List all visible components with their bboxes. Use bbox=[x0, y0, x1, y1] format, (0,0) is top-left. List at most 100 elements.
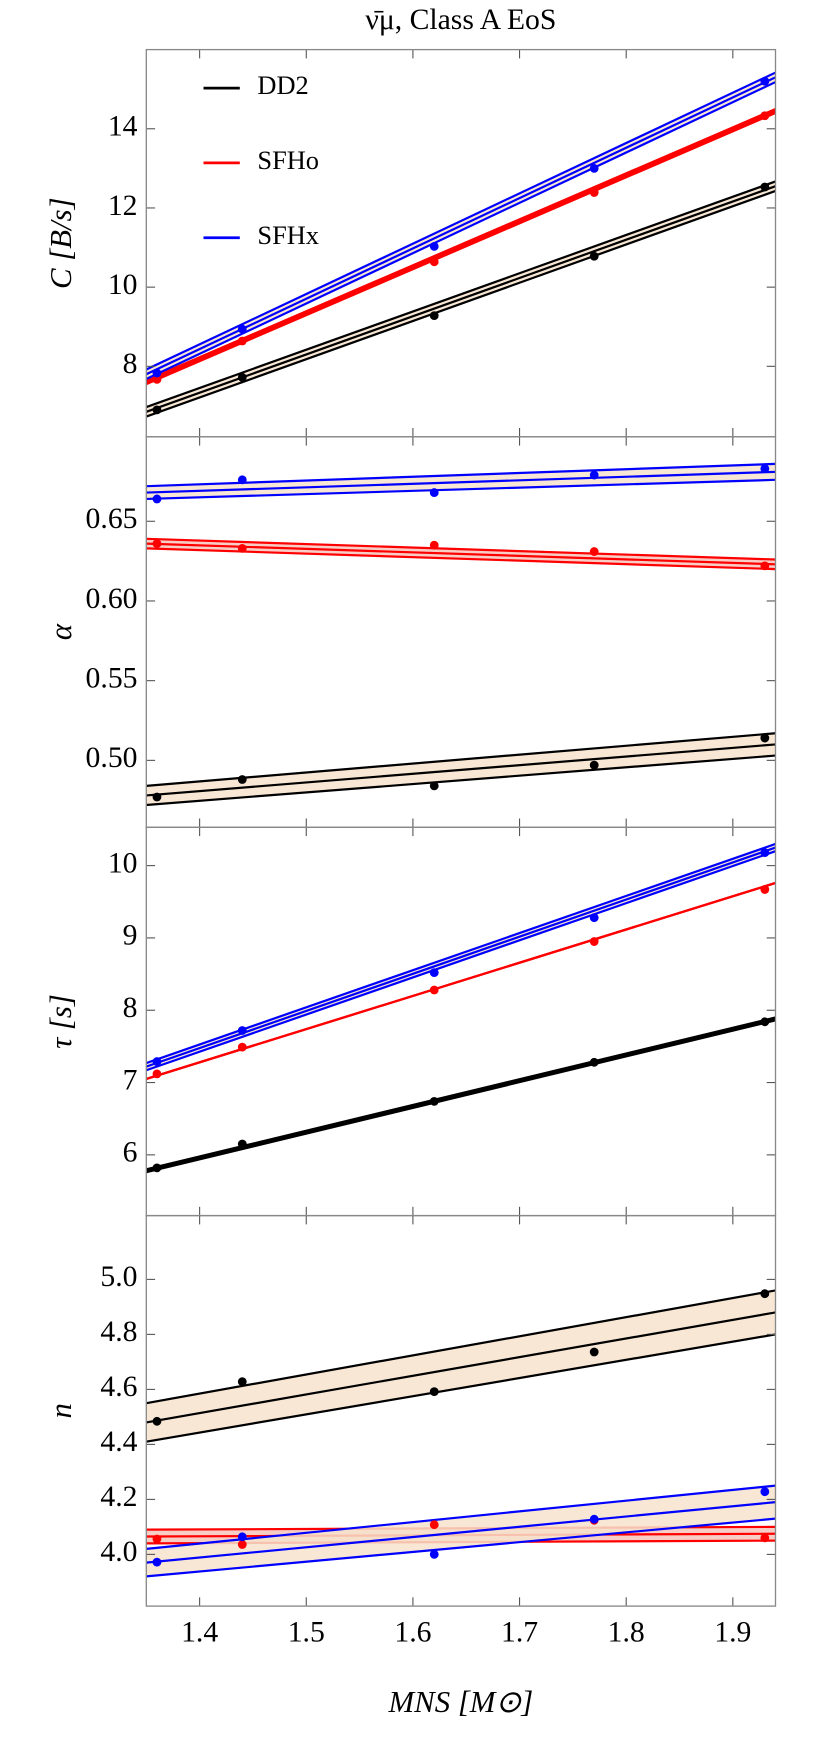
fit-band-edge bbox=[146, 189, 776, 418]
plot-area bbox=[146, 842, 776, 1174]
data-point bbox=[760, 182, 770, 192]
x-tick-label: 1.8 bbox=[608, 1617, 645, 1649]
fit-band-edge bbox=[146, 754, 776, 807]
data-point bbox=[152, 1069, 162, 1079]
data-point bbox=[237, 475, 247, 485]
data-point bbox=[760, 1533, 770, 1543]
y-tick-label: 0.65 bbox=[86, 503, 138, 535]
data-point bbox=[429, 968, 439, 978]
fit-band-edge bbox=[146, 107, 776, 382]
data-point bbox=[760, 848, 770, 858]
data-point bbox=[429, 488, 439, 497]
data-point bbox=[152, 1416, 162, 1426]
fit-line bbox=[146, 470, 776, 494]
plot-area bbox=[146, 462, 776, 807]
fit-band-edge bbox=[146, 1484, 776, 1550]
data-point bbox=[760, 885, 770, 894]
fit-band-edge bbox=[146, 732, 776, 787]
fit-line bbox=[146, 881, 776, 1080]
data-point bbox=[237, 1026, 247, 1035]
plot-frame bbox=[145, 826, 777, 1217]
data-point bbox=[760, 1487, 770, 1497]
data-point bbox=[589, 470, 599, 480]
fit-line bbox=[146, 1311, 776, 1424]
fit-line bbox=[146, 185, 776, 413]
data-point bbox=[152, 374, 162, 384]
data-point bbox=[152, 792, 162, 802]
data-point bbox=[429, 1550, 439, 1559]
fit-band-edge bbox=[146, 1517, 776, 1578]
y-tick-label: 4.4 bbox=[100, 1426, 137, 1458]
data-point bbox=[237, 543, 247, 553]
fit-band-edge bbox=[146, 71, 776, 371]
y-axis-label: n bbox=[44, 1403, 78, 1418]
data-point bbox=[589, 1347, 599, 1357]
data-point bbox=[237, 373, 247, 382]
y-tick-label: 7 bbox=[123, 1064, 138, 1096]
fit-band-edge bbox=[146, 1016, 776, 1171]
x-tick-label: 1.6 bbox=[394, 1617, 431, 1649]
y-tick-label: 0.60 bbox=[86, 583, 138, 615]
data-point bbox=[760, 1289, 770, 1299]
fit-line bbox=[146, 743, 776, 797]
data-point bbox=[429, 781, 439, 791]
fit-band-edge bbox=[146, 81, 776, 380]
data-point bbox=[760, 561, 770, 571]
data-point bbox=[589, 760, 599, 770]
fit-band-edge bbox=[146, 537, 776, 561]
legend-label: SFHo bbox=[257, 145, 319, 175]
y-tick-label: 4.2 bbox=[100, 1481, 137, 1513]
plot-area bbox=[146, 1289, 776, 1578]
fit-band bbox=[146, 1485, 776, 1577]
fit-band-edge bbox=[146, 478, 776, 501]
data-point bbox=[760, 76, 770, 86]
y-tick-label: 10 bbox=[108, 269, 138, 301]
fit-band-edge bbox=[146, 547, 776, 571]
fit-band-edge bbox=[146, 180, 776, 409]
y-tick-label: 9 bbox=[123, 920, 138, 952]
data-point bbox=[152, 494, 162, 504]
y-tick-label: 10 bbox=[108, 847, 138, 879]
data-point bbox=[429, 241, 439, 251]
data-point bbox=[589, 547, 599, 556]
data-point bbox=[152, 1557, 162, 1567]
x-tick-label: 1.9 bbox=[714, 1617, 751, 1649]
y-axis-label: τ [s] bbox=[44, 994, 78, 1049]
chart-title: ν̄μ, Class A EoS bbox=[365, 4, 556, 36]
fit-band-edge bbox=[146, 1019, 776, 1174]
plot-frame bbox=[145, 1214, 777, 1607]
fit-band-edge bbox=[146, 1333, 776, 1443]
data-point bbox=[760, 111, 770, 121]
fit-band-edge bbox=[146, 850, 776, 1072]
y-tick-label: 8 bbox=[123, 348, 138, 380]
data-point bbox=[589, 1057, 599, 1067]
data-point bbox=[429, 1096, 439, 1106]
data-point bbox=[589, 188, 599, 197]
fit-band-edge bbox=[146, 111, 776, 386]
data-point bbox=[429, 985, 439, 995]
fit-band-edge bbox=[146, 1289, 776, 1405]
x-axis-label: MNS [M⊙] bbox=[388, 1685, 534, 1719]
data-point bbox=[152, 1534, 162, 1544]
data-point bbox=[760, 1017, 770, 1027]
fit-line bbox=[146, 1501, 776, 1564]
fit-line bbox=[146, 1017, 776, 1172]
data-point bbox=[152, 1163, 162, 1173]
y-axis-label: C [B/s] bbox=[44, 197, 78, 289]
data-point bbox=[152, 539, 162, 548]
data-point bbox=[237, 775, 247, 784]
data-point bbox=[589, 937, 599, 946]
x-tick-label: 1.7 bbox=[501, 1617, 538, 1649]
data-point bbox=[760, 464, 770, 474]
y-tick-label: 4.0 bbox=[100, 1536, 137, 1568]
y-tick-label: 12 bbox=[108, 190, 138, 222]
data-point bbox=[589, 163, 599, 173]
fit-band bbox=[146, 1290, 776, 1442]
data-point bbox=[237, 1532, 247, 1542]
fit-band-edge bbox=[146, 462, 776, 488]
fit-line bbox=[146, 76, 776, 376]
data-point bbox=[429, 1520, 439, 1530]
data-point bbox=[589, 1514, 599, 1524]
